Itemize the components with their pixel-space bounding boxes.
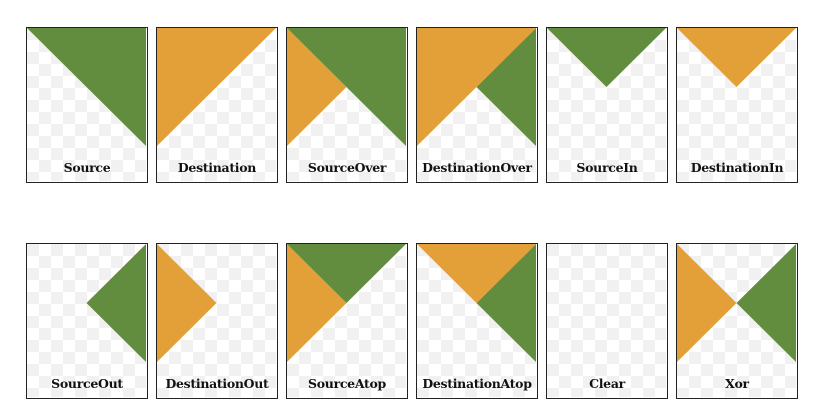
tile-canvas [547,244,666,397]
source-shape [736,244,796,362]
tile-destination: Destination [156,27,278,183]
tile-canvas [547,28,666,181]
tile-canvas [27,28,146,181]
tile-label: DestinationOut [165,376,269,391]
tile-source-out: SourceOut [26,243,148,399]
tile-canvas [27,244,146,397]
tile-clear: Clear [546,243,668,399]
destination-shape [287,28,347,146]
destination-shape [677,244,737,362]
destination-shape [677,28,796,87]
tile-label: SourceOver [307,160,387,175]
tile-source-atop: SourceAtop [286,243,408,399]
tile-label: SourceIn [576,160,638,175]
destination-shape [157,244,217,362]
tile-label: Xor [725,376,749,391]
source-shape [27,28,146,146]
tile-destination-in: DestinationIn [676,27,798,183]
source-shape [86,244,146,362]
destination-shape [287,244,347,362]
tile-label: SourceAtop [308,376,386,391]
tile-label: DestinationAtop [422,376,532,391]
tile-canvas [417,28,536,181]
tile-source-in: SourceIn [546,27,668,183]
tile-label: Destination [177,160,257,175]
tile-canvas [157,28,276,181]
tile-canvas [677,28,796,181]
source-shape [287,244,406,303]
tile-destination-atop: DestinationAtop [416,243,538,399]
destination-shape [417,28,536,146]
source-shape [476,244,536,362]
tile-source: Source [26,27,148,183]
destination-shape [417,244,536,303]
tile-label: DestinationOver [422,160,532,175]
tile-label: Clear [589,376,625,391]
source-shape [287,28,406,146]
checkerboard-background [547,244,666,397]
tile-label: Source [63,160,111,175]
tile-canvas [417,244,536,397]
tile-source-over: SourceOver [286,27,408,183]
tile-canvas [677,244,796,397]
destination-shape [157,28,276,146]
tile-label: SourceOut [51,376,123,391]
tile-canvas [287,244,406,397]
tile-canvas [287,28,406,181]
tile-destination-out: DestinationOut [156,243,278,399]
tile-xor: Xor [676,243,798,399]
source-shape [476,28,536,146]
tile-label: DestinationIn [690,160,784,175]
source-shape [547,28,666,87]
tile-canvas [157,244,276,397]
tile-destination-over: DestinationOver [416,27,538,183]
